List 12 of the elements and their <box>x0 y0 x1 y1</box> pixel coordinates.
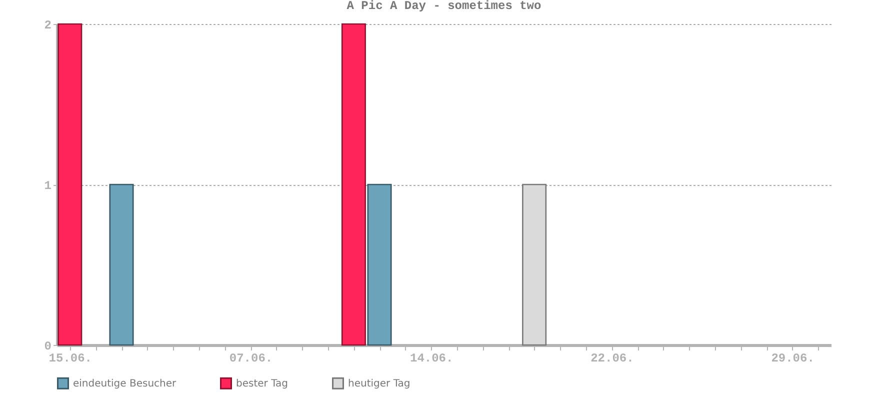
legend-label: bester Tag <box>236 378 288 390</box>
chart-title: A Pic A Day - sometimes two <box>346 0 542 13</box>
legend-label: heutiger Tag <box>348 378 410 390</box>
y-tick-label: 0 <box>44 340 52 354</box>
y-tick-label: 2 <box>44 18 52 32</box>
x-tick-label: 22.06. <box>590 352 634 366</box>
x-tick-label: 15.06. <box>48 352 92 366</box>
x-tick-label: 07.06. <box>229 352 273 366</box>
y-tick-label: 1 <box>44 179 52 193</box>
x-tick-label: 29.06. <box>771 352 814 366</box>
legend-label: eindeutige Besucher <box>73 378 178 390</box>
x-tick-label: 14.06. <box>410 352 454 366</box>
